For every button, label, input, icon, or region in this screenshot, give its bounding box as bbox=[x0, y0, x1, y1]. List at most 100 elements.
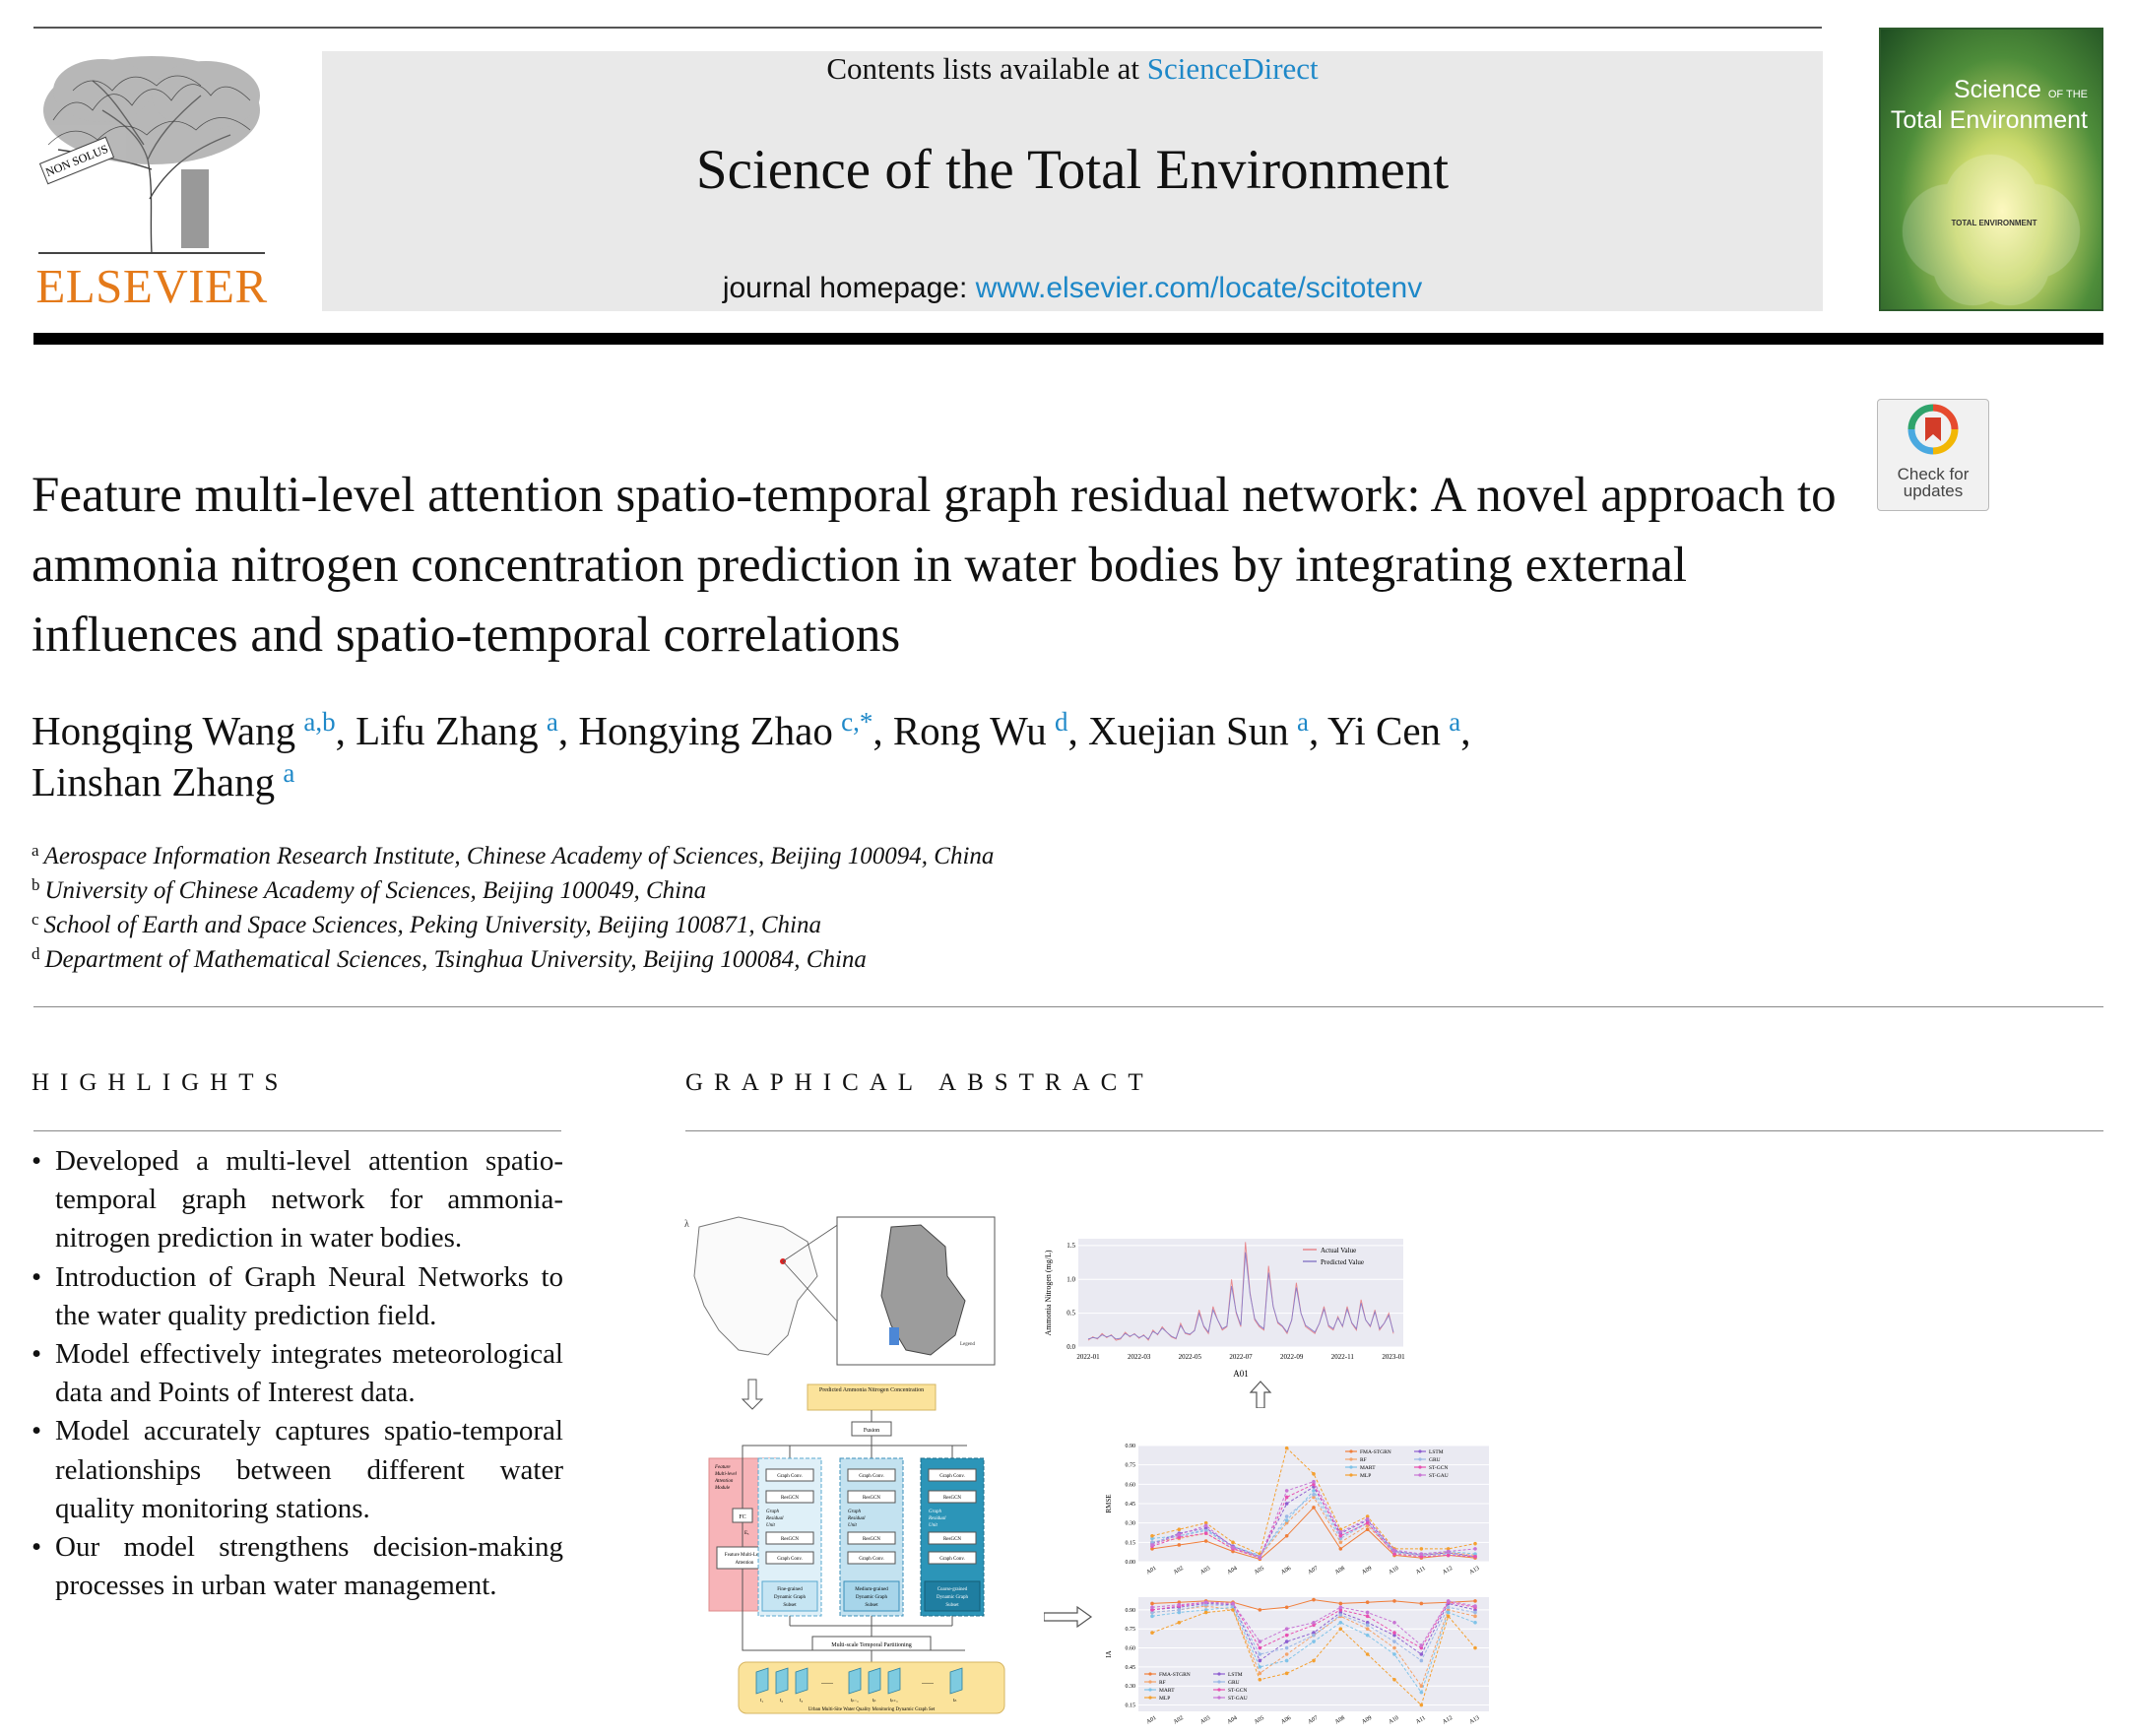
ammonia-timeseries-chart[interactable]: 0.0 0.5 1.0 1.5 2022-01 2022-03 2022-05 2022-0… bbox=[1039, 1233, 1413, 1381]
author-affiliation-marker[interactable]: c,* bbox=[841, 707, 873, 737]
y-tick-label: 0.15 bbox=[1126, 1540, 1136, 1546]
x-tick-label: A08 bbox=[1334, 1715, 1346, 1725]
svg-text:Unit: Unit bbox=[766, 1523, 776, 1528]
elsevier-wordmark[interactable]: ELSEVIER bbox=[35, 259, 268, 313]
data-point bbox=[1150, 1601, 1154, 1606]
highlights-rule bbox=[33, 1130, 561, 1131]
data-point bbox=[1231, 1540, 1235, 1545]
author-name[interactable]: Rong Wu bbox=[892, 708, 1047, 753]
y-tick-label: 0.75 bbox=[1126, 1463, 1136, 1469]
legend-marker bbox=[1217, 1696, 1221, 1700]
data-point bbox=[1446, 1610, 1451, 1615]
data-point bbox=[1284, 1489, 1289, 1493]
data-point bbox=[1473, 1620, 1477, 1625]
data-point bbox=[1365, 1514, 1370, 1518]
author-name[interactable]: Hongying Zhao bbox=[578, 708, 833, 753]
svg-text:Attention: Attention bbox=[736, 1561, 754, 1566]
data-point bbox=[1258, 1658, 1262, 1663]
framework-diagram[interactable]: Legend λ Predicted Ammonia Nitrogen Conc… bbox=[679, 1207, 1054, 1719]
data-point bbox=[1203, 1602, 1208, 1607]
data-point bbox=[1177, 1600, 1182, 1604]
data-point bbox=[1312, 1623, 1316, 1628]
data-point bbox=[1284, 1514, 1289, 1518]
author-affiliation-marker[interactable]: a bbox=[546, 707, 558, 737]
author-affiliation-marker[interactable]: a bbox=[283, 758, 295, 788]
legend: Actual Value Predicted Value bbox=[1303, 1247, 1364, 1266]
author-name[interactable]: Yi Cen bbox=[1327, 708, 1442, 753]
author-affiliation-marker[interactable]: d bbox=[1054, 707, 1068, 737]
x-tick-label: A11 bbox=[1415, 1566, 1427, 1575]
highlight-item: Model accurately captures spatio-tempora… bbox=[32, 1412, 563, 1528]
y-tick-label: 1.5 bbox=[1066, 1242, 1075, 1250]
y-tick-label: 0.75 bbox=[1126, 1627, 1136, 1633]
author-affiliation-marker[interactable]: a bbox=[1297, 707, 1310, 737]
sciencedirect-link[interactable]: ScienceDirect bbox=[1146, 51, 1319, 86]
legend-marker bbox=[1418, 1473, 1422, 1477]
water-body bbox=[889, 1327, 899, 1345]
y-tick-label: 0.0 bbox=[1066, 1343, 1075, 1351]
x-tick-label: A05 bbox=[1254, 1566, 1265, 1575]
svg-text:Module: Module bbox=[714, 1486, 731, 1491]
author-affiliation-marker[interactable]: a,b bbox=[303, 707, 336, 737]
svg-text:Feature: Feature bbox=[714, 1465, 731, 1470]
svg-text:Medium-grained: Medium-grained bbox=[855, 1587, 888, 1592]
svg-text:Multi-level: Multi-level bbox=[714, 1472, 738, 1477]
journal-homepage-link[interactable]: www.elsevier.com/locate/scitotenv bbox=[975, 272, 1423, 304]
data-point bbox=[1446, 1614, 1451, 1619]
data-point bbox=[1312, 1631, 1316, 1635]
data-point bbox=[1177, 1527, 1182, 1532]
data-point bbox=[1312, 1495, 1316, 1500]
svg-text:Coarse-grained: Coarse-grained bbox=[937, 1587, 968, 1592]
data-point bbox=[1312, 1620, 1316, 1625]
svg-text:ResGCN: ResGCN bbox=[863, 1496, 880, 1501]
legend-marker bbox=[1418, 1457, 1422, 1461]
data-point bbox=[1258, 1677, 1262, 1682]
data-point bbox=[1338, 1605, 1343, 1610]
data-point bbox=[1150, 1533, 1154, 1538]
svg-text:Graph: Graph bbox=[929, 1510, 942, 1514]
data-point bbox=[1150, 1608, 1154, 1612]
data-point bbox=[1365, 1520, 1370, 1525]
author-name[interactable]: Xuejian Sun bbox=[1087, 708, 1289, 753]
svg-text:Dynamic Graph: Dynamic Graph bbox=[774, 1595, 807, 1600]
author-name[interactable]: Hongqing Wang bbox=[32, 708, 296, 753]
x-tick-label: A03 bbox=[1199, 1566, 1211, 1575]
data-point bbox=[1284, 1633, 1289, 1638]
svg-text:Dynamic Graph: Dynamic Graph bbox=[856, 1595, 888, 1600]
x-tick-label: A12 bbox=[1442, 1715, 1454, 1725]
legend-entry: ST-GCN bbox=[1228, 1688, 1247, 1694]
author-affiliation-marker[interactable]: a bbox=[1449, 707, 1461, 737]
data-point bbox=[1419, 1547, 1424, 1551]
journal-title: Science of the Total Environment bbox=[695, 139, 1450, 201]
author-name[interactable]: Lifu Zhang bbox=[356, 708, 539, 753]
data-point bbox=[1284, 1518, 1289, 1522]
svg-text:Fine-grained: Fine-grained bbox=[777, 1587, 803, 1592]
x-tick-label: A05 bbox=[1254, 1715, 1265, 1725]
data-point bbox=[1150, 1605, 1154, 1610]
x-tick-label: A02 bbox=[1173, 1715, 1185, 1725]
journal-cover-image[interactable] bbox=[1879, 28, 2103, 311]
data-point bbox=[1392, 1552, 1396, 1556]
legend-marker bbox=[1217, 1680, 1221, 1684]
data-point bbox=[1284, 1533, 1289, 1538]
svg-text:Subset: Subset bbox=[783, 1603, 797, 1608]
check-for-updates-label[interactable]: Check for updates bbox=[1897, 465, 1970, 500]
data-point bbox=[1473, 1554, 1477, 1559]
y-tick-label: 0.60 bbox=[1126, 1482, 1136, 1488]
data-point bbox=[1150, 1543, 1154, 1547]
data-point bbox=[1365, 1516, 1370, 1521]
data-point bbox=[1177, 1532, 1182, 1537]
svg-text:......: ...... bbox=[821, 1677, 833, 1686]
data-point bbox=[1419, 1643, 1424, 1647]
graphical-abstract-rule bbox=[685, 1130, 2103, 1131]
y-axis-label: RMSE bbox=[1105, 1494, 1113, 1512]
elsevier-tree-logo[interactable]: NON SOLUS bbox=[33, 51, 270, 258]
paper-title: Feature multi-level attention spatio-tem… bbox=[32, 468, 1837, 663]
ia-comparison-chart[interactable]: 0.15 0.30 0.45 0.60 0.75 0.90 A01 A02 A03 A04 A05… bbox=[1103, 1593, 1497, 1733]
rmse-comparison-chart[interactable]: 0.00 0.15 0.30 0.45 0.60 0.75 0.90 A01 A02 A03 A0… bbox=[1103, 1440, 1497, 1587]
y-tick-label: 0.00 bbox=[1126, 1560, 1136, 1566]
data-point bbox=[1312, 1633, 1316, 1638]
right-arrow-icon bbox=[1044, 1605, 1093, 1629]
author-name[interactable]: Linshan Zhang bbox=[32, 759, 276, 804]
x-tick-label: A04 bbox=[1227, 1566, 1239, 1575]
